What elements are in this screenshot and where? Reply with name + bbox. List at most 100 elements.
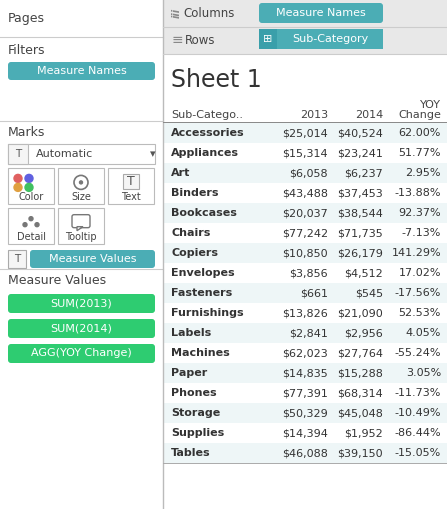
Bar bbox=[259, 29, 383, 49]
Bar bbox=[163, 283, 447, 303]
Bar bbox=[163, 263, 447, 283]
Text: Text: Text bbox=[121, 192, 141, 202]
Bar bbox=[8, 168, 54, 204]
Text: -15.05%: -15.05% bbox=[395, 448, 441, 458]
Text: $15,288: $15,288 bbox=[337, 368, 383, 378]
Text: Bookcases: Bookcases bbox=[171, 208, 237, 218]
Bar bbox=[163, 243, 447, 263]
Circle shape bbox=[25, 175, 33, 182]
Bar bbox=[163, 323, 447, 343]
Bar bbox=[163, 0, 447, 55]
Text: Appliances: Appliances bbox=[171, 148, 239, 158]
Bar bbox=[8, 250, 26, 268]
Text: Measure Names: Measure Names bbox=[276, 8, 366, 18]
Text: 52.53%: 52.53% bbox=[399, 308, 441, 318]
Text: ≡: ≡ bbox=[172, 33, 184, 47]
Circle shape bbox=[80, 181, 83, 184]
Text: $37,453: $37,453 bbox=[337, 188, 383, 198]
Text: -13.88%: -13.88% bbox=[395, 188, 441, 198]
Text: 92.37%: 92.37% bbox=[398, 208, 441, 218]
Text: -10.49%: -10.49% bbox=[395, 408, 441, 418]
Text: $6,237: $6,237 bbox=[344, 168, 383, 178]
Text: 2014: 2014 bbox=[355, 110, 383, 120]
Bar bbox=[163, 163, 447, 183]
Text: 141.29%: 141.29% bbox=[392, 248, 441, 258]
Text: $26,179: $26,179 bbox=[337, 248, 383, 258]
Text: $38,544: $38,544 bbox=[337, 208, 383, 218]
Text: $40,524: $40,524 bbox=[337, 128, 383, 138]
Bar bbox=[163, 123, 447, 143]
Bar bbox=[163, 143, 447, 163]
Bar bbox=[163, 203, 447, 223]
Bar bbox=[8, 208, 54, 244]
Bar bbox=[58, 208, 104, 244]
Text: Measure Values: Measure Values bbox=[49, 254, 136, 264]
Bar bbox=[0, 270, 163, 509]
Text: Phones: Phones bbox=[171, 388, 217, 398]
Text: Change: Change bbox=[398, 110, 441, 120]
Text: $2,841: $2,841 bbox=[289, 328, 328, 338]
Text: $2,956: $2,956 bbox=[344, 328, 383, 338]
Text: Envelopes: Envelopes bbox=[171, 268, 235, 278]
Bar bbox=[163, 443, 447, 463]
Text: $43,488: $43,488 bbox=[282, 188, 328, 198]
Text: Labels: Labels bbox=[171, 328, 211, 338]
Text: 51.77%: 51.77% bbox=[398, 148, 441, 158]
Text: $661: $661 bbox=[300, 288, 328, 298]
Text: AGG(YOY Change): AGG(YOY Change) bbox=[31, 349, 132, 358]
Text: 3.05%: 3.05% bbox=[406, 368, 441, 378]
Text: Detail: Detail bbox=[17, 232, 46, 242]
Text: Paper: Paper bbox=[171, 368, 207, 378]
Text: Filters: Filters bbox=[8, 43, 46, 56]
Text: $15,314: $15,314 bbox=[283, 148, 328, 158]
Text: Fasteners: Fasteners bbox=[171, 288, 232, 298]
Circle shape bbox=[14, 175, 22, 182]
Text: $14,835: $14,835 bbox=[282, 368, 328, 378]
Text: $27,764: $27,764 bbox=[337, 348, 383, 358]
Circle shape bbox=[29, 217, 33, 221]
Text: $545: $545 bbox=[355, 288, 383, 298]
Text: $71,735: $71,735 bbox=[337, 228, 383, 238]
Text: Measure Names: Measure Names bbox=[37, 66, 127, 76]
Text: Art: Art bbox=[171, 168, 190, 178]
Text: -86.44%: -86.44% bbox=[394, 428, 441, 438]
Text: 62.00%: 62.00% bbox=[399, 128, 441, 138]
Text: -11.73%: -11.73% bbox=[395, 388, 441, 398]
Text: -55.24%: -55.24% bbox=[395, 348, 441, 358]
FancyBboxPatch shape bbox=[30, 250, 155, 268]
Bar bbox=[0, 38, 163, 121]
Text: Sub-Catego..: Sub-Catego.. bbox=[171, 110, 243, 120]
Text: 2.95%: 2.95% bbox=[405, 168, 441, 178]
Text: $13,826: $13,826 bbox=[282, 308, 328, 318]
Bar bbox=[8, 144, 155, 164]
Bar bbox=[163, 383, 447, 403]
Text: $62,023: $62,023 bbox=[282, 348, 328, 358]
Text: SUM(2013): SUM(2013) bbox=[51, 298, 112, 308]
Text: $77,391: $77,391 bbox=[282, 388, 328, 398]
Text: Color: Color bbox=[18, 192, 44, 202]
Text: $21,090: $21,090 bbox=[337, 308, 383, 318]
Text: Rows: Rows bbox=[185, 34, 215, 46]
Text: $77,242: $77,242 bbox=[282, 228, 328, 238]
Text: $4,512: $4,512 bbox=[344, 268, 383, 278]
Text: ▾: ▾ bbox=[150, 149, 156, 159]
Bar bbox=[0, 0, 163, 37]
Bar bbox=[163, 403, 447, 423]
Text: Chairs: Chairs bbox=[171, 228, 211, 238]
Text: Automatic: Automatic bbox=[36, 149, 93, 159]
Polygon shape bbox=[77, 227, 83, 231]
Text: $1,952: $1,952 bbox=[344, 428, 383, 438]
Text: Marks: Marks bbox=[8, 127, 46, 139]
Text: Supplies: Supplies bbox=[171, 428, 224, 438]
Text: $20,037: $20,037 bbox=[282, 208, 328, 218]
Text: $25,014: $25,014 bbox=[282, 128, 328, 138]
Bar bbox=[163, 55, 447, 509]
Text: Columns: Columns bbox=[183, 7, 234, 19]
Text: 17.02%: 17.02% bbox=[398, 268, 441, 278]
Text: $3,856: $3,856 bbox=[289, 268, 328, 278]
Bar bbox=[108, 168, 154, 204]
Text: Machines: Machines bbox=[171, 348, 230, 358]
Circle shape bbox=[35, 222, 39, 227]
Circle shape bbox=[25, 183, 33, 191]
FancyBboxPatch shape bbox=[72, 215, 90, 228]
